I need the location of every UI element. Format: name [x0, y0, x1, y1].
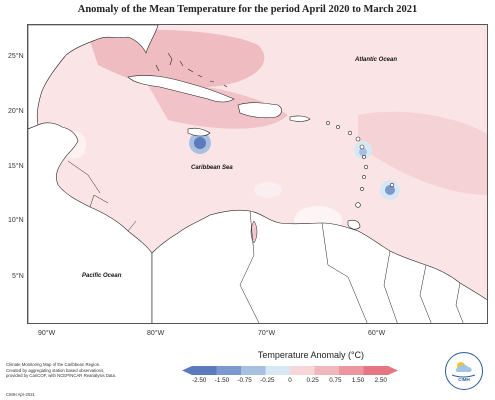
- colorbar-tick-label: 0: [288, 377, 292, 384]
- legend-title: Temperature Anomaly (°C): [257, 350, 365, 360]
- colorbar-tick-label: -0.75: [237, 377, 252, 384]
- island-jamaica: [187, 127, 211, 137]
- neutral-spot-mid: [254, 182, 282, 198]
- colorbar-segment: [241, 366, 266, 375]
- colorbar-segment: [290, 366, 315, 375]
- cool-spot-jamaica-core: [194, 137, 206, 149]
- landmass-central-america: [28, 122, 153, 323]
- credit-stamp: CIMH Apr-2021: [6, 392, 35, 397]
- landmass-south-america: [151, 209, 487, 323]
- colorbar-segment: [314, 366, 340, 375]
- colorbar-segment: [265, 366, 291, 375]
- credit-line: Created by aggregating station based obs…: [6, 367, 105, 373]
- lon-tick-80w: 80°W: [147, 330, 165, 337]
- colorbar-tick-label: -0.25: [260, 377, 275, 384]
- map-title: Anomaly of the Mean Temperature for the …: [77, 4, 418, 15]
- landmass-north-america: [28, 25, 159, 130]
- lon-tick-90w: 90°W: [38, 330, 56, 337]
- label-atlantic-ocean: Atlantic Ocean: [355, 57, 398, 63]
- credit-line: provided by CariCOF, with NCEP/NCAR Rean…: [6, 373, 117, 379]
- colorbar-svg: [182, 366, 398, 375]
- map-canvas: [28, 25, 487, 323]
- colorbar-tick-label: 2.50: [374, 377, 387, 384]
- anomaly-region-north: [88, 29, 265, 90]
- islands-bahamas: [155, 52, 228, 88]
- colorbar-end-low: [182, 366, 192, 375]
- cimh-logo-icon: CIMH: [445, 352, 483, 390]
- lat-tick-10n: 10°N: [8, 217, 24, 224]
- lon-tick-60w: 60°W: [368, 330, 386, 337]
- colorbar-segment: [339, 366, 364, 375]
- island-cuba: [127, 75, 235, 103]
- colorbar-segment: [216, 366, 242, 375]
- anomaly-map: Atlantic Ocean Caribbean Sea Pacific Oce…: [27, 24, 488, 324]
- credit-text: Climate Monitoring Map of the Caribbean …: [6, 362, 156, 379]
- lat-tick-5n: 5°N: [12, 273, 24, 280]
- lat-tick-25n: 25°N: [8, 53, 24, 60]
- island-trinidad: [347, 219, 361, 230]
- logo-text: CIMH: [458, 377, 470, 382]
- cool-spot-guadeloupe-core: [359, 148, 367, 156]
- island-puerto-rico: [289, 115, 311, 122]
- island-hispaniola: [237, 102, 282, 119]
- colorbar-tick-label: 1.50: [351, 377, 365, 384]
- credit-line: Climate Monitoring Map of the Caribbean …: [6, 362, 101, 367]
- colorbar-segment: [363, 366, 389, 375]
- anomaly-region-east: [358, 111, 487, 195]
- anomaly-region-cuba: [148, 84, 288, 129]
- colorbar-segment: [192, 366, 217, 375]
- cool-spot-barbados-core: [385, 185, 395, 195]
- logo-graphic: [451, 362, 476, 378]
- colorbar-end-high: [388, 366, 398, 375]
- lon-tick-70w: 70°W: [258, 330, 276, 337]
- country-borders: [67, 160, 464, 323]
- colorbar-tick-label: -2.50: [192, 377, 207, 384]
- label-pacific-ocean: Pacific Ocean: [82, 273, 122, 279]
- legend-colorbar: [182, 366, 398, 375]
- islands-lesser-antilles: [326, 121, 395, 208]
- label-caribbean-sea: Caribbean Sea: [191, 165, 233, 171]
- colorbar-tick-label: 0.75: [329, 377, 342, 384]
- lat-tick-20n: 20°N: [8, 108, 24, 115]
- lat-tick-15n: 15°N: [8, 163, 24, 170]
- colorbar-tick-label: -1.50: [214, 377, 230, 384]
- colorbar-tick-label: 0.25: [306, 377, 319, 384]
